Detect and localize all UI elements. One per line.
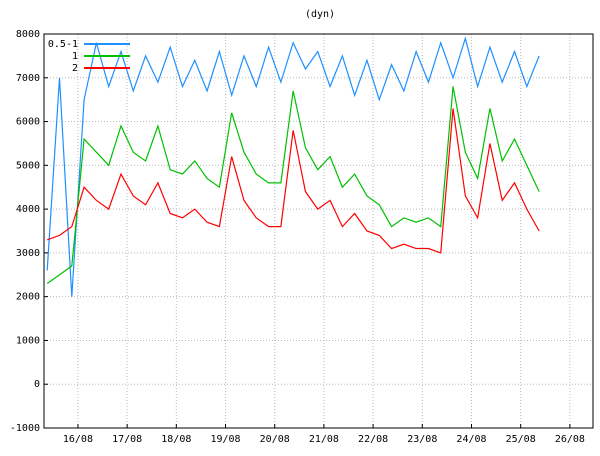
x-tick-label: 20/08: [260, 434, 290, 445]
grid: [44, 33, 593, 429]
x-tick-label: 26/08: [555, 434, 585, 445]
x-tick-label: 16/08: [63, 434, 93, 445]
y-tick-label: 5000: [16, 160, 40, 171]
x-tick-label: 19/08: [210, 434, 240, 445]
x-tick-label: 22/08: [358, 434, 388, 445]
y-tick-label: 8000: [16, 29, 40, 40]
plot-area: [46, 36, 540, 297]
x-tick-label: 25/08: [506, 434, 536, 445]
legend-label: 1: [72, 51, 78, 62]
x-tick-label: 18/08: [161, 434, 191, 445]
chart-title: (dyn): [305, 9, 335, 20]
series-line: [46, 86, 540, 285]
legend-label: 0.5-1: [48, 39, 78, 50]
legend: 0.5-112: [48, 39, 130, 74]
y-tick-label: 2000: [16, 292, 40, 303]
y-tick-label: 0: [34, 379, 40, 390]
legend-label: 2: [72, 63, 78, 74]
y-tick-label: 1000: [16, 335, 40, 346]
y-tick-label: -1000: [10, 423, 40, 434]
y-tick-label: 6000: [16, 117, 40, 128]
series-line: [46, 108, 540, 254]
x-tick-label: 21/08: [309, 434, 339, 445]
x-tick-label: 23/08: [407, 434, 437, 445]
y-tick-label: 4000: [16, 204, 40, 215]
x-tick-label: 17/08: [112, 434, 142, 445]
axes: -1000 0 1000 2000 3000 4000 5000 6000 7000 8000 16…: [10, 29, 585, 445]
x-tick-label: 24/08: [456, 434, 486, 445]
plot-frame: [43, 33, 594, 429]
series-line: [46, 36, 540, 297]
y-tick-label: 7000: [16, 73, 40, 84]
y-tick-label: 3000: [16, 248, 40, 259]
